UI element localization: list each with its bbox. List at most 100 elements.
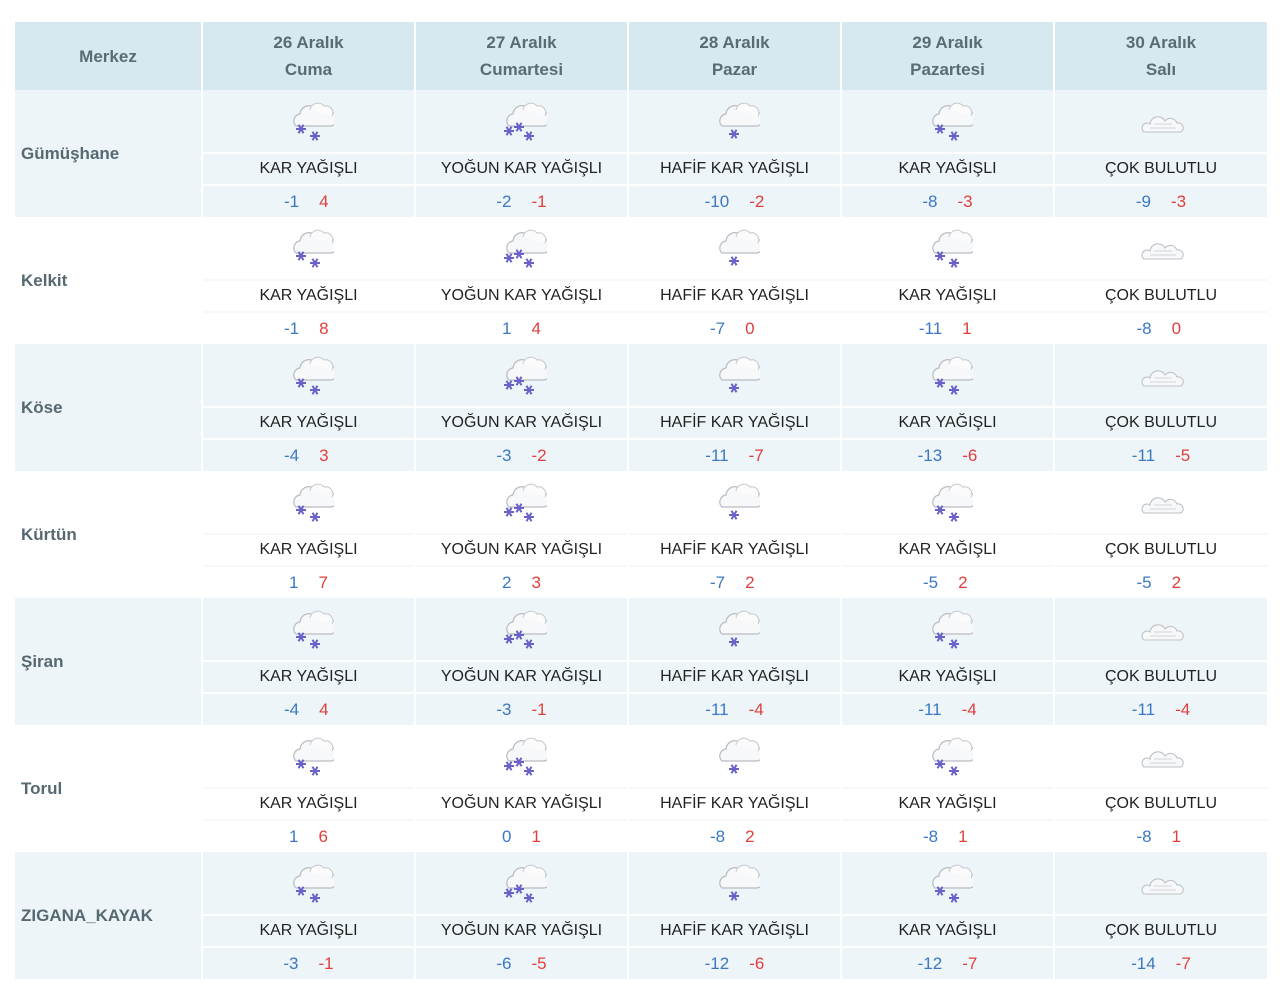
max-temp: -1 [318, 953, 334, 973]
min-temp: -11 [705, 445, 729, 465]
location-row: Şiran [15, 598, 1267, 725]
min-temp: -12 [917, 953, 943, 973]
temperature-row: -4 4 -3 -1 -11 -4 -11 -4 -11 -4 [15, 692, 1267, 725]
condition-row: KAR YAĞIŞLI YOĞUN KAR YAĞIŞLI HAFİF KAR YA… [15, 406, 1267, 439]
snow-icon [841, 725, 1055, 788]
temperature-cell: -14 -7 [1054, 946, 1267, 979]
temperature-cell: -13 -6 [841, 438, 1055, 471]
temperature-row: -3 -1 -6 -5 -12 -6 -12 -7 -14 -7 [15, 946, 1267, 979]
condition-text: ÇOK BULUTLU [1054, 787, 1267, 820]
header-day: 30 Aralık Salı [1054, 22, 1267, 90]
location-name: Şiran [15, 598, 203, 725]
header-date: 27 Aralık [486, 33, 557, 52]
condition-row: KAR YAĞIŞLI YOĞUN KAR YAĞIŞLI HAFİF KAR YA… [15, 914, 1267, 947]
snow-icon [841, 852, 1055, 915]
max-temp: 3 [319, 445, 329, 465]
min-temp: -10 [704, 191, 730, 211]
snow-icon [841, 217, 1055, 280]
min-temp: 0 [502, 826, 512, 846]
min-temp: -11 [1131, 699, 1156, 719]
condition-text: ÇOK BULUTLU [1054, 279, 1267, 312]
temperature-row: 1 7 2 3 -7 2 -5 2 -5 2 [15, 565, 1267, 598]
temperature-cell: -12 -6 [628, 946, 842, 979]
header-weekday: Salı [1145, 60, 1177, 79]
header-weekday: Pazar [711, 60, 758, 79]
cloudy-icon [1054, 725, 1267, 788]
forecast-body: Gümüşhane KAR YAĞIŞLI YOĞUN KAR YAĞIŞLI HAF… [15, 90, 1267, 979]
min-temp: -7 [709, 318, 726, 338]
condition-text: KAR YAĞIŞLI [841, 152, 1055, 185]
snow-icon [202, 852, 416, 915]
light-snow-icon [628, 90, 842, 153]
light-snow-icon [628, 471, 842, 534]
temperature-cell: -1 4 [202, 184, 416, 217]
min-temp: -8 [1136, 318, 1152, 338]
min-temp: -3 [496, 699, 512, 719]
header-date: 30 Aralık [1125, 33, 1197, 52]
snow-icon [841, 471, 1055, 534]
min-temp: -11 [705, 699, 729, 719]
temperature-cell: -2 -1 [415, 184, 629, 217]
header-day: 26 Aralık Cuma [202, 22, 416, 90]
max-temp: -2 [749, 191, 765, 211]
location-row: Kelkit [15, 217, 1267, 344]
max-temp: 2 [745, 572, 755, 592]
heavy-snow-icon [415, 217, 629, 280]
max-temp: -6 [749, 953, 765, 973]
min-temp: -2 [496, 191, 512, 211]
max-temp: 4 [531, 318, 541, 338]
min-temp: -11 [918, 318, 943, 338]
temperature-row: 1 6 0 1 -8 2 -8 1 -8 1 [15, 819, 1267, 852]
max-temp: 4 [319, 191, 329, 211]
temperature-cell: -11 -5 [1054, 438, 1267, 471]
header-day: 27 Aralık Cumartesi [415, 22, 629, 90]
condition-text: KAR YAĞIŞLI [202, 279, 416, 312]
cloudy-icon [1054, 598, 1267, 661]
condition-text: YOĞUN KAR YAĞIŞLI [415, 152, 629, 185]
temperature-cell: -11 -4 [841, 692, 1055, 725]
condition-text: KAR YAĞIŞLI [841, 533, 1055, 566]
location-name: Torul [15, 725, 203, 852]
max-temp: -7 [748, 445, 764, 465]
condition-text: HAFİF KAR YAĞIŞLI [628, 279, 842, 312]
max-temp: -4 [961, 699, 977, 719]
temperature-cell: -8 1 [1054, 819, 1267, 852]
header-date: 29 Aralık [912, 33, 983, 52]
min-temp: 1 [289, 572, 299, 592]
temperature-cell: -1 8 [202, 311, 416, 344]
max-temp: -7 [1175, 953, 1191, 973]
min-temp: 1 [289, 826, 299, 846]
location-row: Köse [15, 344, 1267, 471]
max-temp: -7 [962, 953, 978, 973]
header-weekday: Cumartesi [479, 60, 564, 79]
max-temp: -5 [531, 953, 547, 973]
condition-text: KAR YAĞIŞLI [841, 914, 1055, 947]
max-temp: -4 [1175, 699, 1191, 719]
condition-text: YOĞUN KAR YAĞIŞLI [415, 787, 629, 820]
condition-text: YOĞUN KAR YAĞIŞLI [415, 279, 629, 312]
cloudy-icon [1054, 852, 1267, 915]
snow-icon [841, 598, 1055, 661]
heavy-snow-icon [415, 598, 629, 661]
condition-text: ÇOK BULUTLU [1054, 533, 1267, 566]
location-name: Kürtün [15, 471, 203, 598]
header-day: 28 Aralık Pazar [628, 22, 842, 90]
min-temp: 2 [502, 572, 512, 592]
temperature-cell: -6 -5 [415, 946, 629, 979]
min-temp: -8 [709, 826, 726, 846]
min-temp: -3 [283, 953, 299, 973]
min-temp: -8 [922, 826, 939, 846]
min-temp: 1 [502, 318, 512, 338]
condition-text: HAFİF KAR YAĞIŞLI [628, 660, 842, 693]
max-temp: 8 [319, 318, 329, 338]
condition-text: YOĞUN KAR YAĞIŞLI [415, 660, 629, 693]
min-temp: -7 [709, 572, 726, 592]
condition-text: ÇOK BULUTLU [1054, 152, 1267, 185]
header-row: Merkez 26 Aralık Cuma 27 Aralık Cumartesi … [15, 22, 1267, 90]
condition-text: KAR YAĞIŞLI [841, 279, 1055, 312]
heavy-snow-icon [415, 852, 629, 915]
condition-text: HAFİF KAR YAĞIŞLI [628, 533, 842, 566]
light-snow-icon [628, 852, 842, 915]
max-temp: 2 [745, 826, 755, 846]
